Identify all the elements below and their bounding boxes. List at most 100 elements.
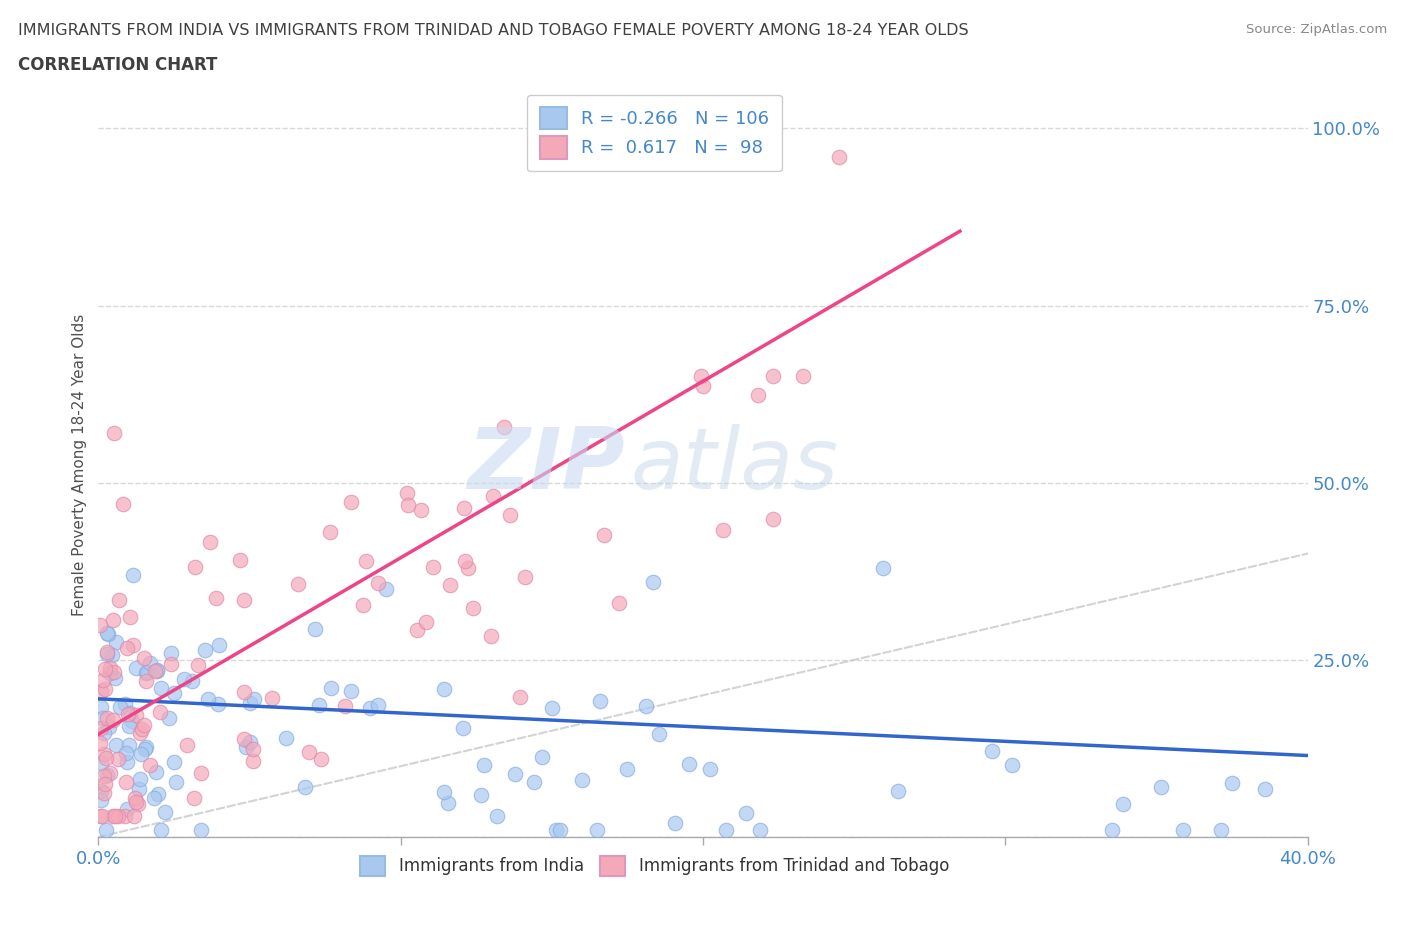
Point <box>90 792 112 807</box>
Point <box>89 736 111 751</box>
Point <box>340 684 363 698</box>
Point <box>486 809 509 824</box>
Point <box>454 553 477 568</box>
Point <box>298 744 321 759</box>
Point <box>97 627 120 642</box>
Point <box>457 561 479 576</box>
Point <box>692 379 714 393</box>
Point <box>463 601 485 616</box>
Point <box>304 621 326 636</box>
Point <box>157 711 180 725</box>
Point <box>439 578 461 592</box>
Point <box>699 762 721 777</box>
Point <box>114 774 136 789</box>
Point <box>91 672 114 687</box>
Point <box>183 790 205 805</box>
Point <box>128 781 150 796</box>
Point <box>319 681 342 696</box>
Point <box>235 739 257 754</box>
Point <box>204 591 226 605</box>
Point <box>128 772 150 787</box>
Point <box>145 664 167 679</box>
Point <box>398 498 420 512</box>
Point <box>294 779 316 794</box>
Point <box>187 658 209 672</box>
Text: Source: ZipAtlas.com: Source: ZipAtlas.com <box>1247 23 1388 36</box>
Point <box>648 726 671 741</box>
Point <box>352 597 374 612</box>
Point <box>134 718 156 733</box>
Point <box>146 662 169 677</box>
Point <box>451 721 474 736</box>
Point <box>118 609 141 624</box>
Point <box>163 685 186 700</box>
Point <box>198 535 221 550</box>
Point <box>128 725 150 740</box>
Text: atlas: atlas <box>630 423 838 507</box>
Point <box>678 757 700 772</box>
Point <box>872 560 894 575</box>
Point <box>207 697 229 711</box>
Point <box>96 646 118 661</box>
Point <box>887 783 910 798</box>
Point <box>101 647 124 662</box>
Text: IMMIGRANTS FROM INDIA VS IMMIGRANTS FROM TRINIDAD AND TOBAGO FEMALE POVERTY AMON: IMMIGRANTS FROM INDIA VS IMMIGRANTS FROM… <box>18 23 969 38</box>
Point <box>132 651 155 666</box>
Point <box>93 682 115 697</box>
Point <box>153 804 176 819</box>
Point <box>546 822 568 837</box>
Point <box>499 508 522 523</box>
Point <box>242 753 264 768</box>
Point <box>138 656 160 671</box>
Point <box>160 645 183 660</box>
Point <box>193 643 215 658</box>
Point <box>585 822 607 837</box>
Point <box>828 150 851 165</box>
Text: ZIP: ZIP <box>467 423 624 507</box>
Point <box>1171 822 1194 837</box>
Point <box>437 795 460 810</box>
Point <box>94 751 117 765</box>
Point <box>97 720 120 735</box>
Point <box>262 691 284 706</box>
Point <box>593 527 616 542</box>
Point <box>714 822 737 837</box>
Legend: Immigrants from India, Immigrants from Trinidad and Tobago: Immigrants from India, Immigrants from T… <box>352 847 957 884</box>
Point <box>94 777 117 791</box>
Point <box>125 707 148 722</box>
Point <box>93 747 115 762</box>
Point <box>232 684 254 699</box>
Point <box>91 711 114 725</box>
Point <box>114 808 136 823</box>
Point <box>494 420 516 435</box>
Point <box>139 757 162 772</box>
Point <box>146 787 169 802</box>
Point <box>531 750 554 764</box>
Point <box>308 698 330 712</box>
Point <box>107 751 129 766</box>
Point <box>980 743 1002 758</box>
Point <box>405 622 427 637</box>
Point <box>135 666 157 681</box>
Point <box>173 671 195 686</box>
Point <box>180 674 202 689</box>
Point <box>367 698 389 712</box>
Point <box>609 595 631 610</box>
Point <box>122 808 145 823</box>
Text: CORRELATION CHART: CORRELATION CHART <box>18 56 218 73</box>
Point <box>96 644 118 659</box>
Point <box>208 638 231 653</box>
Point <box>481 629 503 644</box>
Point <box>121 714 143 729</box>
Point <box>548 822 571 837</box>
Point <box>90 755 112 770</box>
Point <box>541 700 564 715</box>
Point <box>422 560 444 575</box>
Point <box>1101 822 1123 837</box>
Point <box>93 725 115 740</box>
Point <box>135 665 157 680</box>
Point <box>1149 779 1171 794</box>
Point <box>184 560 207 575</box>
Point <box>690 369 713 384</box>
Point <box>135 674 157 689</box>
